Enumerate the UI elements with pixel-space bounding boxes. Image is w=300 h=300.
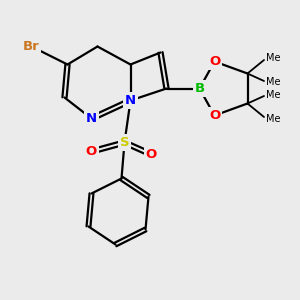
Text: Me: Me	[266, 90, 281, 100]
Text: O: O	[86, 145, 97, 158]
Text: O: O	[146, 148, 157, 161]
Text: Me: Me	[266, 53, 281, 64]
Text: Br: Br	[23, 40, 40, 53]
Text: Me: Me	[266, 113, 281, 124]
Text: N: N	[125, 94, 136, 107]
Text: O: O	[209, 55, 220, 68]
Text: Me: Me	[266, 77, 281, 87]
Text: B: B	[194, 82, 205, 95]
Text: S: S	[120, 136, 129, 149]
Text: N: N	[86, 112, 97, 125]
Text: O: O	[209, 109, 220, 122]
